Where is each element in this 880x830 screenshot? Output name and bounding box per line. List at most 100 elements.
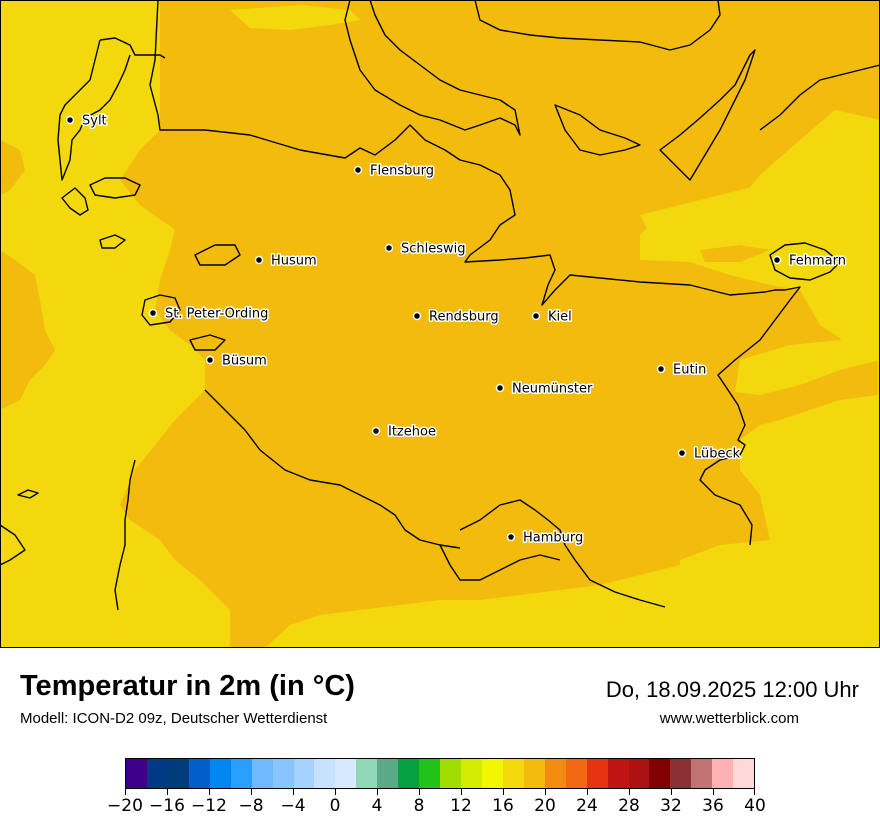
city-label: Eutin: [673, 363, 706, 378]
colorbar-segment: [502, 759, 524, 788]
colorbar-tick-label: 8: [413, 796, 425, 816]
colorbar-segment: [419, 759, 441, 788]
colorbar-segment: [481, 759, 503, 788]
colorbar-ticks: [125, 789, 755, 797]
colorbar-tick-label: 24: [576, 796, 598, 816]
colorbar-tick: [125, 789, 126, 795]
city-dot: [254, 255, 264, 265]
city-dot: [495, 383, 505, 393]
city-marker: Eutin: [656, 361, 708, 379]
colorbar-segment: [126, 759, 147, 788]
city-dot: [772, 255, 782, 265]
colorbar-tick: [754, 789, 755, 795]
city-marker: Rendsburg: [412, 308, 500, 326]
city-marker: Sylt: [65, 112, 108, 130]
colorbar-tick-label: 32: [660, 796, 682, 816]
colorbar-segment: [188, 759, 210, 788]
colorbar-tick: [209, 789, 210, 795]
city-label: Büsum: [222, 354, 267, 369]
website-link[interactable]: www.wetterblick.com: [659, 710, 799, 727]
colorbar-segment: [230, 759, 252, 788]
colorbar-tick-label: 4: [371, 796, 383, 816]
forecast-datetime: Do, 18.09.2025 12:00 Uhr: [605, 677, 859, 702]
city-dot: [384, 243, 394, 253]
city-marker: Lübeck: [677, 445, 742, 463]
city-label: Fehmarn: [789, 254, 846, 269]
city-marker: Kiel: [531, 308, 573, 326]
city-label: St. Peter-Ording: [165, 307, 268, 322]
city-label: Husum: [271, 254, 317, 269]
temperature-colorbar: [125, 758, 755, 789]
colorbar-segment: [607, 759, 629, 788]
city-marker: Büsum: [205, 352, 268, 370]
temperature-map: Sylt Flensburg Schleswig Husum Fehmarn St. Pe…: [0, 0, 880, 648]
colorbar-tick-label: −12: [191, 796, 227, 816]
colorbar-segment: [712, 759, 734, 788]
city-dot: [677, 448, 687, 458]
colorbar-tick-label: −16: [149, 796, 185, 816]
colorbar-tick-label: −20: [107, 796, 143, 816]
colorbar-tick: [335, 789, 336, 795]
city-dot: [656, 364, 666, 374]
colorbar-segment: [398, 759, 420, 788]
city-markers: Sylt Flensburg Schleswig Husum Fehmarn St. Pe…: [65, 112, 848, 547]
city-label: Kiel: [548, 310, 572, 325]
colorbar-labels: −20 −16 −12 −8 −4 0 4 8 12 16 20 24 28 32 36 40: [107, 796, 766, 818]
city-marker: Flensburg: [353, 162, 435, 180]
colorbar-segment: [356, 759, 378, 788]
colorbar-tick: [629, 789, 630, 795]
city-label: Sylt: [82, 114, 107, 129]
city-marker: Hamburg: [506, 529, 585, 547]
colorbar-tick: [671, 789, 672, 795]
city-dot: [506, 532, 516, 542]
city-label: Neumünster: [512, 382, 593, 397]
colorbar-segment: [628, 759, 650, 788]
colorbar-segment: [440, 759, 461, 788]
city-marker: Itzehoe: [371, 423, 437, 441]
city-label: Flensburg: [370, 164, 434, 179]
city-marker: St. Peter-Ording: [148, 305, 270, 323]
colorbar-segment: [544, 759, 566, 788]
city-label: Lübeck: [694, 447, 741, 462]
city-dot: [531, 311, 541, 321]
city-label: Itzehoe: [388, 425, 436, 440]
city-marker: Husum: [254, 252, 318, 270]
colorbar-tick: [419, 789, 420, 795]
colorbar-tick-label: 20: [534, 796, 556, 816]
colorbar-tick: [461, 789, 462, 795]
city-label: Rendsburg: [429, 310, 499, 325]
colorbar-segment: [209, 759, 231, 788]
colorbar-tick: [377, 789, 378, 795]
city-dot: [371, 426, 381, 436]
map-canvas: Sylt Flensburg Schleswig Husum Fehmarn St. Pe…: [0, 0, 880, 648]
city-dot: [65, 115, 75, 125]
map-title: Temperatur in 2m (in °C): [20, 670, 355, 702]
colorbar-tick-label: 28: [618, 796, 640, 816]
colorbar-tick-label: 12: [450, 796, 472, 816]
colorbar-tick-label: 40: [744, 796, 766, 816]
colorbar-tick-label: −4: [280, 796, 306, 816]
city-label: Hamburg: [523, 531, 583, 546]
colorbar-segment: [733, 759, 755, 788]
colorbar-segment: [565, 759, 587, 788]
colorbar-segment: [146, 759, 168, 788]
colorbar-segment: [649, 759, 671, 788]
colorbar-tick: [545, 789, 546, 795]
colorbar-segment: [691, 759, 713, 788]
model-source: Modell: ICON-D2 09z, Deutscher Wetterdie…: [20, 710, 328, 727]
colorbar-segment: [523, 759, 545, 788]
temperature-field-warm: [0, 0, 880, 648]
city-marker: Neumünster: [495, 380, 594, 398]
colorbar-tick: [587, 789, 588, 795]
city-dot: [353, 165, 363, 175]
coastlines: [0, 0, 880, 611]
city-dot: [205, 355, 215, 365]
colorbar-segment: [251, 759, 273, 788]
colorbar-tick-label: 0: [329, 796, 341, 816]
temperature-field-mild: [230, 5, 880, 648]
colorbar-segment: [272, 759, 294, 788]
city-dot: [148, 308, 158, 318]
colorbar-segment: [293, 759, 315, 788]
city-dot: [412, 311, 422, 321]
colorbar-tick-label: 36: [702, 796, 724, 816]
